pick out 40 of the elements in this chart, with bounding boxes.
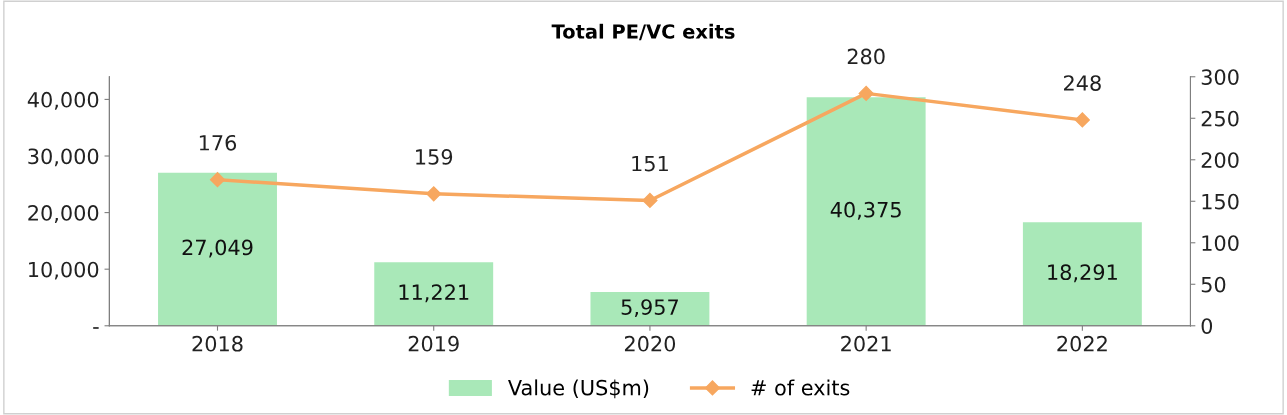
point	[209, 172, 226, 188]
x-tick-label: 2020	[624, 335, 676, 352]
y-tick-label: -	[93, 327, 99, 329]
data-label: 18,291	[1048, 264, 1117, 283]
data-label: 248	[1064, 75, 1101, 91]
data-label: 151	[632, 155, 668, 172]
x-tick-label: 2022	[1057, 335, 1107, 352]
legend-label: Value (US$m)	[508, 379, 649, 399]
y2-tick-label: 50	[1201, 276, 1226, 293]
bar	[374, 262, 494, 326]
data-label: 159	[416, 149, 453, 165]
legend-label: # of exits	[751, 379, 850, 396]
bar	[590, 292, 710, 326]
y2-tick-label: 250	[1201, 110, 1239, 127]
y-tick-label: 40,000	[27, 91, 99, 110]
x-tick-label: 2021	[841, 335, 891, 352]
data-label: 11,221	[399, 284, 469, 303]
y2-tick-label: 0	[1201, 318, 1213, 334]
data-label: 27,049	[182, 239, 253, 258]
data-label: 280	[847, 48, 885, 65]
point	[858, 85, 874, 101]
data-label: 40,375	[830, 201, 901, 220]
y2-tick-label: 100	[1202, 235, 1239, 251]
y2-tick-label: 300	[1201, 69, 1239, 85]
bar	[1022, 222, 1142, 326]
y2-tick-label: 200	[1201, 152, 1239, 168]
x-tick-label: 2019	[408, 335, 459, 352]
y2-tick-label: 150	[1202, 193, 1239, 210]
y-tick-label: 20,000	[28, 205, 99, 223]
bar	[806, 97, 926, 326]
data-label: 5,957	[621, 299, 678, 318]
data-label: 176	[199, 134, 237, 151]
point	[426, 186, 442, 202]
y-tick-label: 10,000	[29, 261, 99, 280]
y-tick-label: 30,000	[28, 148, 99, 167]
x-tick-label: 2018	[192, 335, 243, 352]
bar	[158, 172, 277, 326]
chart-title: Total PE/VC exits	[551, 23, 735, 41]
point	[1074, 112, 1090, 128]
point	[642, 192, 658, 209]
